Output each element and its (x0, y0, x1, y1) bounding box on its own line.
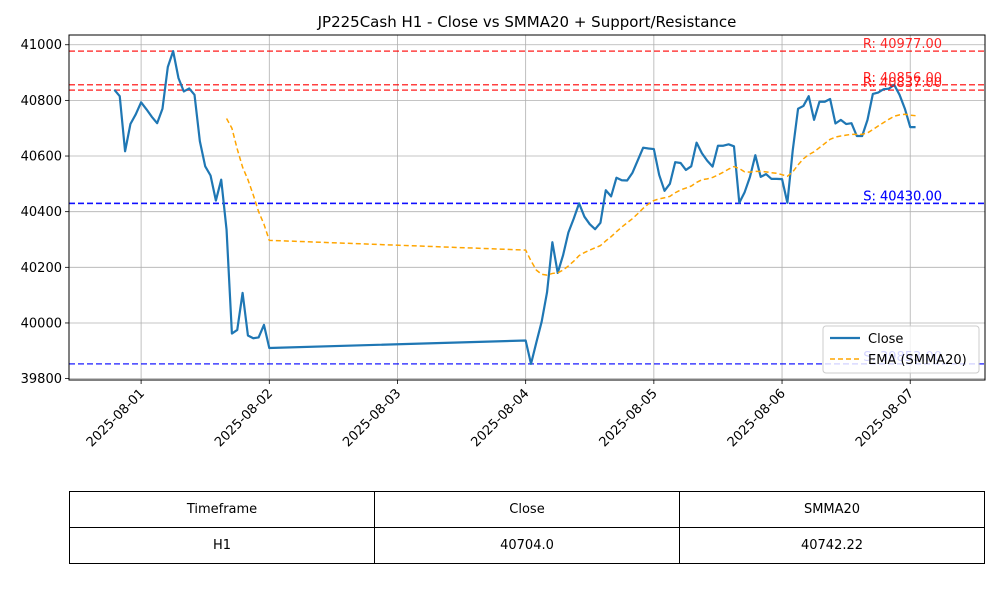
plot-area (69, 51, 985, 364)
x-tick-label: 2025-08-03 (340, 386, 404, 450)
y-tick-label: 40400 (21, 205, 62, 220)
chart-svg: JP225Cash H1 - Close vs SMMA20 + Support… (0, 0, 1000, 480)
x-tick-label: 2025-08-02 (212, 386, 276, 450)
table-header-cell: Timeframe (70, 492, 375, 528)
close-series-line (114, 51, 915, 364)
table-row: H1 40704.0 40742.22 (70, 528, 985, 564)
support-level-label: S: 40430.00 (863, 189, 942, 204)
legend-close-label: Close (868, 332, 903, 347)
table-cell: 40704.0 (375, 528, 680, 564)
x-tick-label: 2025-08-06 (725, 386, 789, 450)
y-tick-label: 39800 (21, 372, 62, 387)
x-tick-label: 2025-08-04 (468, 386, 532, 450)
resistance-level-label: R: 40977.00 (863, 37, 942, 52)
y-tick-label: 40600 (21, 150, 62, 165)
y-tick-label: 40200 (21, 261, 62, 276)
legend-ema-label: EMA (SMMA20) (868, 353, 967, 368)
legend: Close EMA (SMMA20) (823, 326, 979, 373)
level-labels: R: 40977.00R: 40856.00R: 40837.00S: 4043… (863, 37, 942, 365)
data-table: Timeframe Close SMMA20 H1 40704.0 40742.… (69, 491, 985, 564)
x-tick-label: 2025-08-01 (84, 386, 148, 450)
x-tick-label: 2025-08-07 (853, 386, 917, 450)
y-tick-label: 40800 (21, 94, 62, 109)
x-tick-label: 2025-08-05 (597, 386, 661, 450)
table-header-cell: Close (375, 492, 680, 528)
smma20-series-line (227, 114, 916, 275)
chart-figure: JP225Cash H1 - Close vs SMMA20 + Support… (0, 0, 1000, 600)
table-cell: H1 (70, 528, 375, 564)
table-header-row: Timeframe Close SMMA20 (70, 492, 985, 528)
table-header-cell: SMMA20 (680, 492, 985, 528)
y-tick-label: 40000 (21, 316, 62, 331)
chart-title: JP225Cash H1 - Close vs SMMA20 + Support… (317, 13, 737, 31)
resistance-level-label: R: 40837.00 (863, 76, 942, 91)
y-tick-label: 41000 (21, 38, 62, 53)
table-cell: 40742.22 (680, 528, 985, 564)
